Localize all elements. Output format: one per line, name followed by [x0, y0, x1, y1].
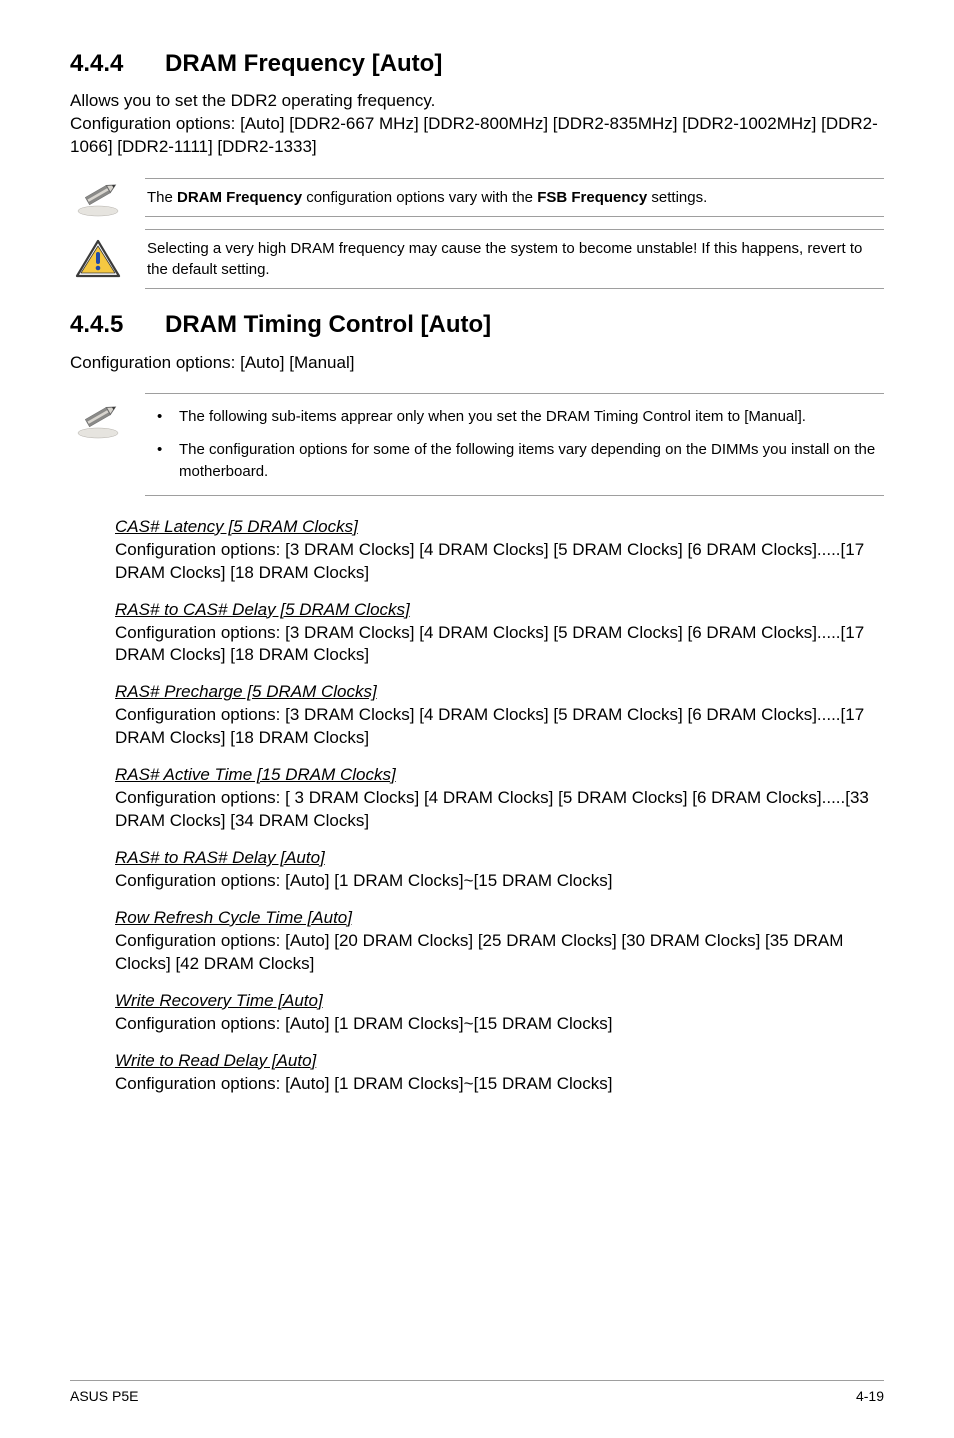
subitem-ras-precharge: RAS# Precharge [5 DRAM Clocks] Configura… — [115, 681, 884, 750]
note-bold-1: DRAM Frequency — [177, 189, 302, 206]
subitem-label: RAS# to RAS# Delay [Auto] — [115, 847, 884, 870]
warning-callout: Selecting a very high DRAM frequency may… — [70, 223, 884, 295]
subitem-label: RAS# to CAS# Delay [5 DRAM Clocks] — [115, 599, 884, 622]
note2-callout: The following sub-items apprear only whe… — [70, 387, 884, 502]
subitem-opts: Configuration options: [ 3 DRAM Clocks] … — [115, 787, 884, 833]
note-text-mid: configuration options vary with the — [302, 189, 537, 206]
subitem-opts: Configuration options: [Auto] [1 DRAM Cl… — [115, 1013, 884, 1036]
subitem-label: RAS# Active Time [15 DRAM Clocks] — [115, 764, 884, 787]
subitem-ras-to-cas: RAS# to CAS# Delay [5 DRAM Clocks] Confi… — [115, 599, 884, 668]
warning-icon — [70, 238, 125, 280]
footer-right: 4-19 — [856, 1387, 884, 1406]
section1-number: 4.4.4 — [70, 48, 165, 80]
section1-title: DRAM Frequency [Auto] — [165, 50, 442, 77]
note-message: The DRAM Frequency configuration options… — [145, 178, 884, 217]
footer-left: ASUS P5E — [70, 1387, 138, 1406]
section2-title: DRAM Timing Control [Auto] — [165, 311, 491, 338]
subitem-cas-latency: CAS# Latency [5 DRAM Clocks] Configurati… — [115, 516, 884, 585]
subitem-label: Write Recovery Time [Auto] — [115, 990, 884, 1013]
section1-intro: Allows you to set the DDR2 operating fre… — [70, 90, 884, 159]
subitem-opts: Configuration options: [Auto] [20 DRAM C… — [115, 930, 884, 976]
note-text-prefix: The — [147, 189, 177, 206]
subitem-label: RAS# Precharge [5 DRAM Clocks] — [115, 681, 884, 704]
section2-heading: 4.4.5DRAM Timing Control [Auto] — [70, 309, 884, 341]
section1-heading: 4.4.4DRAM Frequency [Auto] — [70, 48, 884, 80]
subitem-label: Write to Read Delay [Auto] — [115, 1050, 884, 1073]
section2-intro: Configuration options: [Auto] [Manual] — [70, 352, 884, 375]
note-bold-2: FSB Frequency — [537, 189, 647, 206]
section2-number: 4.4.5 — [70, 309, 165, 341]
subitem-write-recovery: Write Recovery Time [Auto] Configuration… — [115, 990, 884, 1036]
note2-bullet-2: The configuration options for some of th… — [147, 439, 882, 483]
note2-bullet-1: The following sub-items apprear only whe… — [147, 406, 882, 428]
subitem-ras-to-ras: RAS# to RAS# Delay [Auto] Configuration … — [115, 847, 884, 893]
subitem-label: CAS# Latency [5 DRAM Clocks] — [115, 516, 884, 539]
note-text-suffix: settings. — [647, 189, 707, 206]
pencil-icon — [70, 177, 125, 217]
subitem-opts: Configuration options: [3 DRAM Clocks] [… — [115, 704, 884, 750]
subitem-opts: Configuration options: [3 DRAM Clocks] [… — [115, 539, 884, 585]
subitem-label: Row Refresh Cycle Time [Auto] — [115, 907, 884, 930]
subitem-opts: Configuration options: [3 DRAM Clocks] [… — [115, 622, 884, 668]
warning-message: Selecting a very high DRAM frequency may… — [145, 229, 884, 289]
note-callout: The DRAM Frequency configuration options… — [70, 171, 884, 223]
subitem-write-to-read: Write to Read Delay [Auto] Configuration… — [115, 1050, 884, 1096]
subitem-ras-active: RAS# Active Time [15 DRAM Clocks] Config… — [115, 764, 884, 833]
note2-list: The following sub-items apprear only whe… — [145, 393, 884, 496]
subitem-opts: Configuration options: [Auto] [1 DRAM Cl… — [115, 1073, 884, 1096]
footer: ASUS P5E 4-19 — [70, 1380, 884, 1406]
pencil-icon — [70, 393, 125, 439]
subitem-opts: Configuration options: [Auto] [1 DRAM Cl… — [115, 870, 884, 893]
subitem-row-refresh: Row Refresh Cycle Time [Auto] Configurat… — [115, 907, 884, 976]
